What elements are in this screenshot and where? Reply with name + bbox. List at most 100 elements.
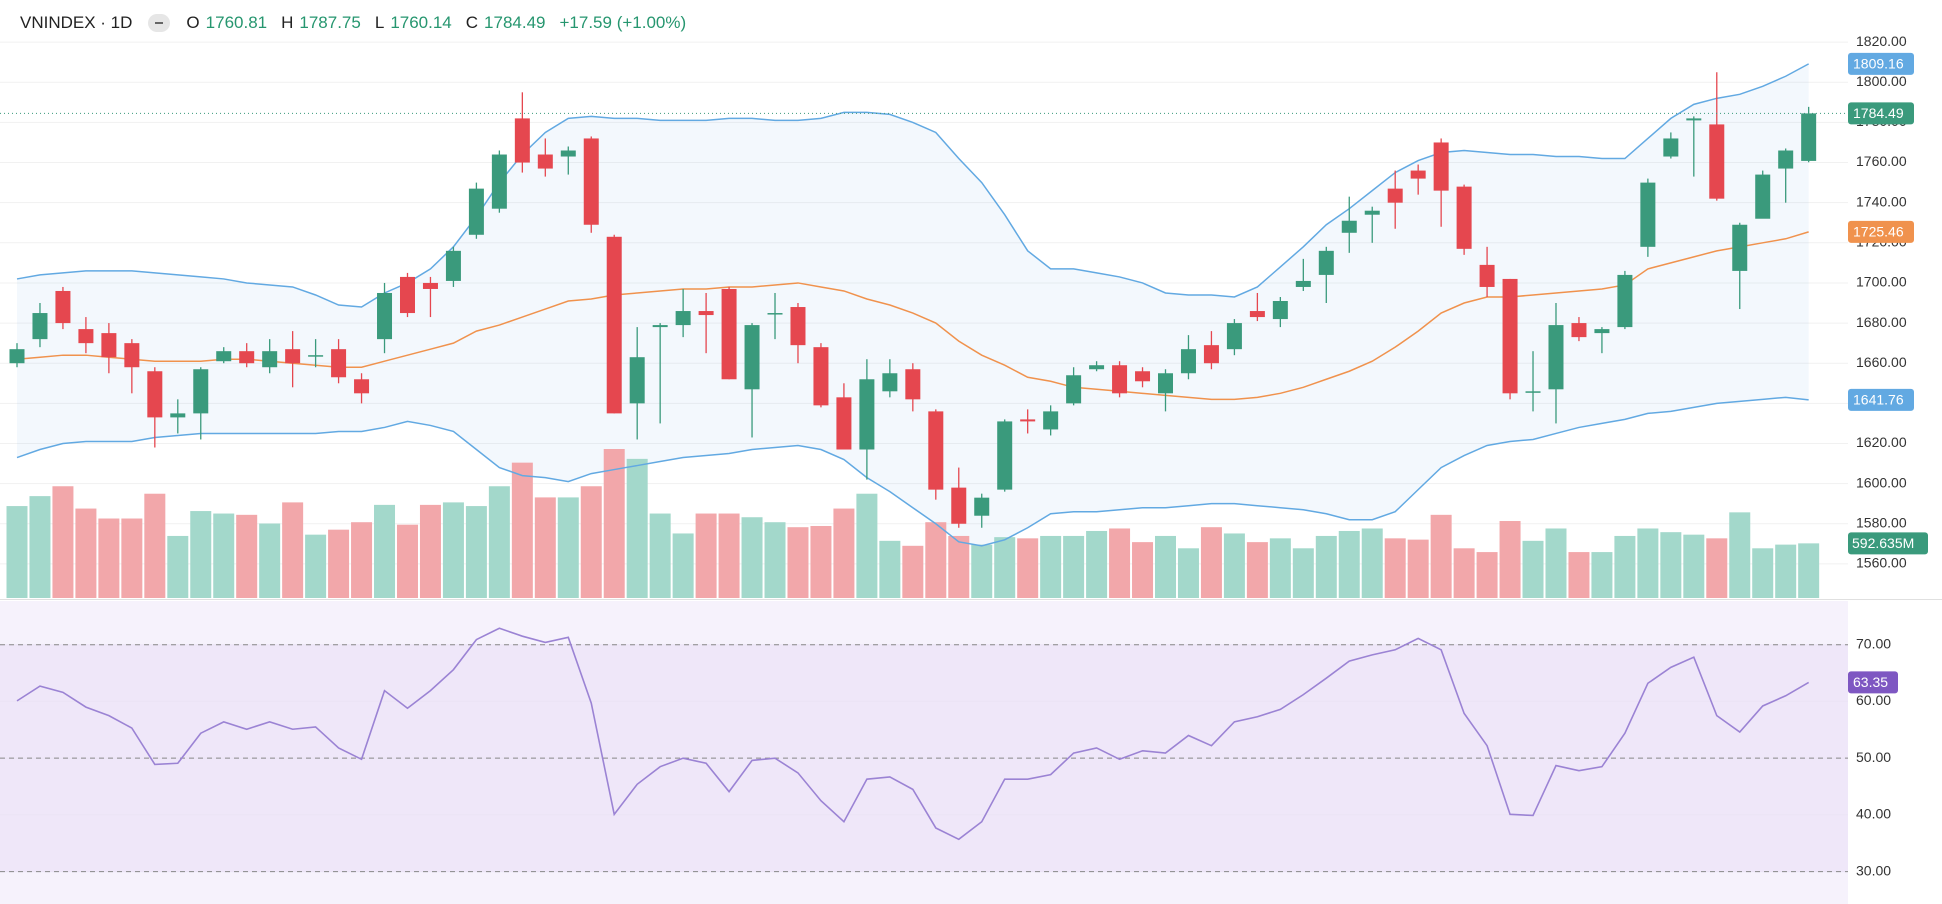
y-tick-label: 70.00 (1856, 635, 1891, 651)
candle-body (905, 369, 921, 400)
collapse-button[interactable] (148, 14, 171, 32)
volume-bar (351, 522, 373, 598)
volume-bar (1315, 535, 1337, 598)
candle-body (1801, 113, 1817, 161)
volume-bar (902, 545, 924, 598)
candle-body (1456, 186, 1472, 249)
volume-bar (741, 517, 763, 598)
volume-bar (75, 508, 97, 598)
close-key: C (465, 13, 479, 32)
upper-band-label: 1809.16 (1853, 56, 1904, 72)
volume-bar (1407, 539, 1429, 598)
candle-body (1594, 329, 1610, 334)
candle-body (1433, 142, 1449, 191)
candle-body (1020, 419, 1036, 422)
high-key: H (281, 13, 294, 32)
volume-bar (1729, 512, 1751, 598)
candle-body (629, 357, 645, 404)
upper-band (16, 63, 1810, 308)
volume-bar (396, 524, 418, 598)
y-tick-label: 1560.00 (1856, 555, 1907, 571)
volume-bar (305, 534, 327, 598)
lower-band-label-bg (1848, 388, 1914, 411)
volume-bar (1706, 538, 1728, 598)
volume-bar (672, 533, 694, 598)
candle-body (239, 351, 255, 364)
volume-bar (1132, 542, 1154, 598)
high-value: 1787.75 (299, 13, 361, 32)
volume-bar (259, 523, 281, 598)
candle-body (1686, 118, 1702, 121)
candle-body (491, 154, 507, 209)
volume-bar (856, 493, 878, 598)
candle-body (354, 379, 370, 394)
volume-bar (465, 506, 487, 598)
volume-bar (1086, 530, 1108, 598)
volume-bar (328, 529, 350, 598)
y-tick-label: 1820.00 (1856, 33, 1907, 49)
candle-body (859, 379, 875, 450)
volume-bar (1752, 548, 1774, 598)
volume-bar (764, 522, 786, 598)
lower-band-label: 1641.76 (1853, 392, 1904, 408)
volume-bar (557, 497, 579, 598)
volume-bar (718, 513, 740, 598)
y-tick-label: 1580.00 (1856, 514, 1907, 530)
volume-bar (1545, 528, 1567, 598)
y-tick-label: 1600.00 (1856, 474, 1907, 490)
candle-body (285, 349, 301, 364)
candle-body (1755, 174, 1771, 219)
volume-bar (994, 537, 1016, 598)
candle-body (583, 138, 599, 225)
volume-bar (1614, 535, 1636, 598)
y-tick-label: 1740.00 (1856, 193, 1907, 209)
middle-band-label-bg (1848, 220, 1914, 243)
candle-body (951, 487, 967, 524)
close-value: 1784.49 (484, 13, 546, 32)
candle-body (974, 497, 990, 516)
candle-body (698, 311, 714, 316)
candle-body (1180, 349, 1196, 374)
candle-body (560, 150, 576, 157)
candle-body (422, 282, 438, 289)
candle-body (55, 290, 71, 324)
volume-bar (1017, 538, 1039, 598)
y-tick-label: 50.00 (1856, 749, 1891, 765)
volume-bar (52, 486, 74, 598)
low-value: 1760.14 (390, 13, 452, 32)
volume-label-bg (1848, 532, 1928, 555)
candle-body (1502, 278, 1518, 394)
candle-body (78, 329, 94, 344)
volume-bar (1384, 538, 1406, 598)
candle-body (1158, 373, 1173, 394)
band-fill (17, 63, 1809, 546)
open-value: 1760.81 (205, 13, 268, 32)
volume-bar (374, 504, 396, 598)
candle-body (1571, 323, 1587, 338)
y-tick-label: 1660.00 (1856, 354, 1907, 370)
symbol[interactable]: VNINDEX · 1D (20, 13, 133, 32)
volume-bar (1292, 548, 1314, 598)
volume-bar (1453, 548, 1475, 598)
candle-body (1640, 182, 1656, 247)
volume-bar (1591, 552, 1613, 598)
candle-body (1709, 124, 1725, 199)
candle-body (1479, 264, 1495, 287)
candle-body (1112, 365, 1128, 394)
change: +17.59 (+1.00%) (559, 13, 687, 32)
volume-bar (511, 462, 533, 598)
candle-body (1089, 365, 1105, 370)
candle-body (1364, 210, 1380, 215)
volume-bar (236, 514, 258, 598)
y-tick-label: 1680.00 (1856, 314, 1907, 330)
volume-bar (787, 527, 809, 598)
volume-bar (833, 508, 855, 598)
volume-bar (488, 486, 510, 598)
volume-bar (925, 522, 947, 598)
candle-body (1387, 188, 1403, 203)
candle-body (882, 373, 898, 392)
candle-body (399, 276, 415, 314)
volume-bar (1798, 543, 1820, 598)
volume-bar (282, 502, 304, 598)
